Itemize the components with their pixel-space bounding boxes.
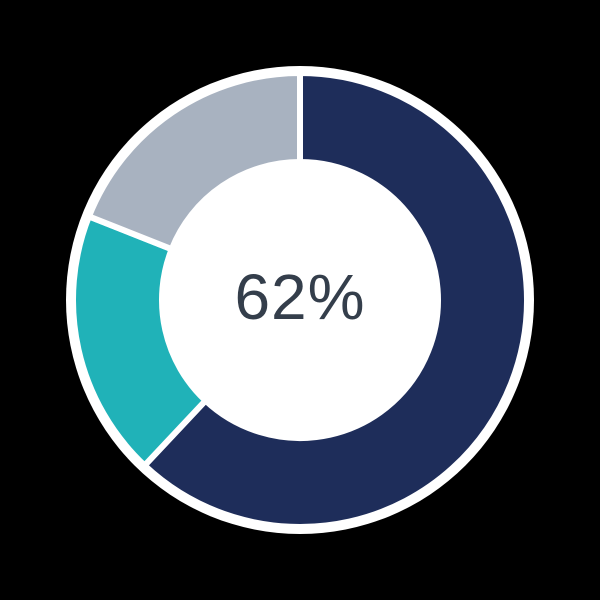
donut-hole (162, 162, 438, 438)
